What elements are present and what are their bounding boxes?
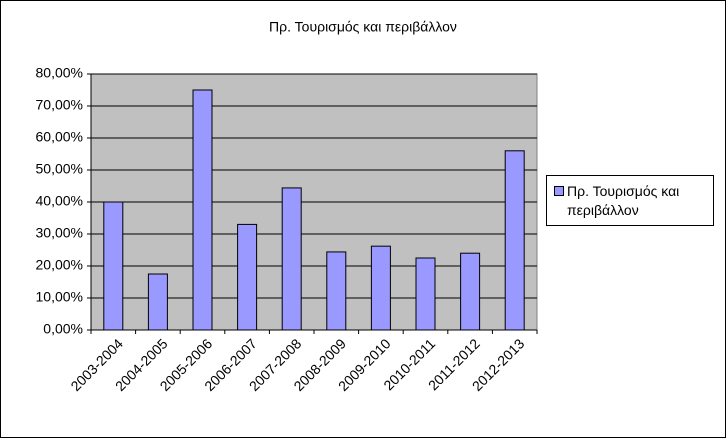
legend-label: Πρ. Τουρισμός και περιβάλλον bbox=[567, 183, 680, 218]
legend-swatch bbox=[554, 186, 564, 196]
y-tick-label: 60,00% bbox=[36, 129, 83, 145]
bar bbox=[460, 252, 481, 331]
bar bbox=[370, 245, 391, 331]
y-tick-label: 10,00% bbox=[36, 289, 83, 305]
bar bbox=[281, 187, 302, 331]
y-tick-label: 0,00% bbox=[43, 321, 83, 337]
bar bbox=[147, 273, 168, 331]
y-tick-label: 70,00% bbox=[36, 97, 83, 113]
y-tick-label: 50,00% bbox=[36, 161, 83, 177]
bar bbox=[326, 251, 347, 331]
bar bbox=[237, 223, 258, 331]
y-tick-label: 40,00% bbox=[36, 193, 83, 209]
chart-title: Πρ. Τουρισμός και περιβάλλον bbox=[269, 19, 457, 35]
y-tick-label: 30,00% bbox=[36, 225, 83, 241]
bar bbox=[103, 201, 124, 331]
y-tick-label: 80,00% bbox=[36, 65, 83, 81]
bar bbox=[192, 89, 213, 331]
y-tick-label: 20,00% bbox=[36, 257, 83, 273]
bar bbox=[504, 150, 525, 331]
bar bbox=[415, 257, 436, 331]
legend: Πρ. Τουρισμός και περιβάλλον bbox=[546, 175, 714, 226]
